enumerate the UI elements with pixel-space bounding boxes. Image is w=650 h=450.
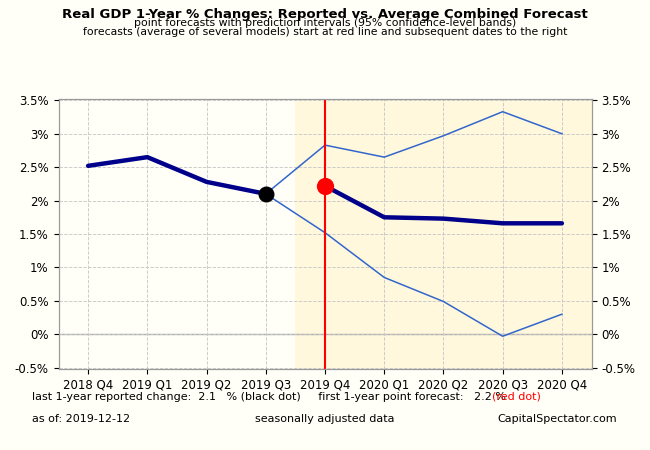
Point [320, 182, 330, 189]
Point [261, 190, 271, 198]
Text: last 1-year reported change:  2.1   % (black dot)     first 1-year point forecas: last 1-year reported change: 2.1 % (blac… [32, 392, 510, 401]
Text: (red dot): (red dot) [492, 392, 541, 401]
Text: as of: 2019-12-12: as of: 2019-12-12 [32, 414, 131, 424]
Text: forecasts (average of several models) start at red line and subsequent dates to : forecasts (average of several models) st… [83, 27, 567, 37]
Text: Real GDP 1-Year % Changes: Reported vs. Average Combined Forecast: Real GDP 1-Year % Changes: Reported vs. … [62, 8, 588, 21]
Text: point forecasts with prediction intervals (95% confidence-level bands): point forecasts with prediction interval… [134, 18, 516, 28]
Text: seasonally adjusted data: seasonally adjusted data [255, 414, 395, 424]
Text: CapitalSpectator.com: CapitalSpectator.com [498, 414, 618, 424]
Bar [295, 99, 592, 369]
